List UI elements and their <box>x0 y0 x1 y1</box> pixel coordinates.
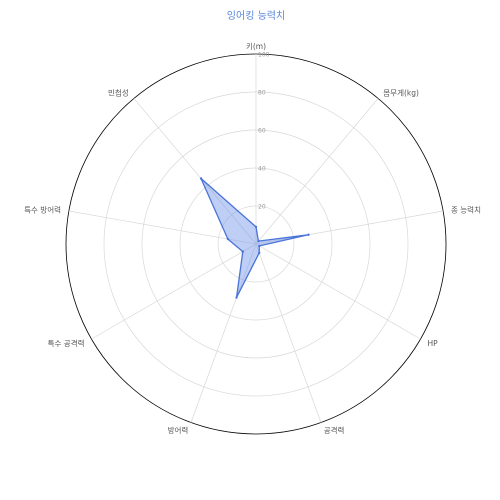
tick-label: 80 <box>258 90 266 97</box>
data-point <box>199 177 203 180</box>
axis-label: 종 능력치 <box>451 206 481 215</box>
spoke-line <box>190 243 257 423</box>
spoke-line <box>133 98 257 245</box>
axis-label: 특수 방어력 <box>24 205 61 215</box>
data-point <box>258 244 261 248</box>
axis-label: 방어력 <box>168 425 189 435</box>
axis-labels: 키(m) 몸무게(kg) 종 능력치 HP 공격력 방어력 특수 공격력 특수 방어력 민첩성 <box>24 42 481 435</box>
data-point <box>307 233 310 236</box>
data-point <box>257 239 260 243</box>
axis-label: 공격력 <box>324 425 345 435</box>
axis-label: 민첩성 <box>108 87 129 97</box>
radial-tick-labels: 20 40 60 80 100 <box>258 52 270 211</box>
spoke-line <box>255 243 322 423</box>
data-point <box>254 225 258 229</box>
series-area <box>200 177 310 299</box>
spoke-line <box>255 210 444 245</box>
radar-grid <box>65 53 447 435</box>
data-point <box>241 250 245 253</box>
spoke-line <box>68 210 257 245</box>
axis-label: HP <box>427 339 438 348</box>
data-series <box>199 177 310 299</box>
spoke-line <box>255 243 421 340</box>
data-point <box>258 251 261 255</box>
spoke-line <box>255 98 379 245</box>
axis-label: 키(m) <box>246 42 266 51</box>
axis-label: 몸무게(kg) <box>383 87 419 97</box>
data-point <box>226 237 230 241</box>
spoke-line <box>91 243 257 340</box>
data-point <box>235 296 238 299</box>
tick-label: 20 <box>258 204 266 211</box>
chart-title: 잉어킹 능력치 <box>227 10 285 22</box>
tick-label: 40 <box>258 166 266 173</box>
tick-label: 100 <box>258 52 270 59</box>
axis-label: 특수 공격력 <box>48 338 85 348</box>
tick-label: 60 <box>258 128 266 135</box>
